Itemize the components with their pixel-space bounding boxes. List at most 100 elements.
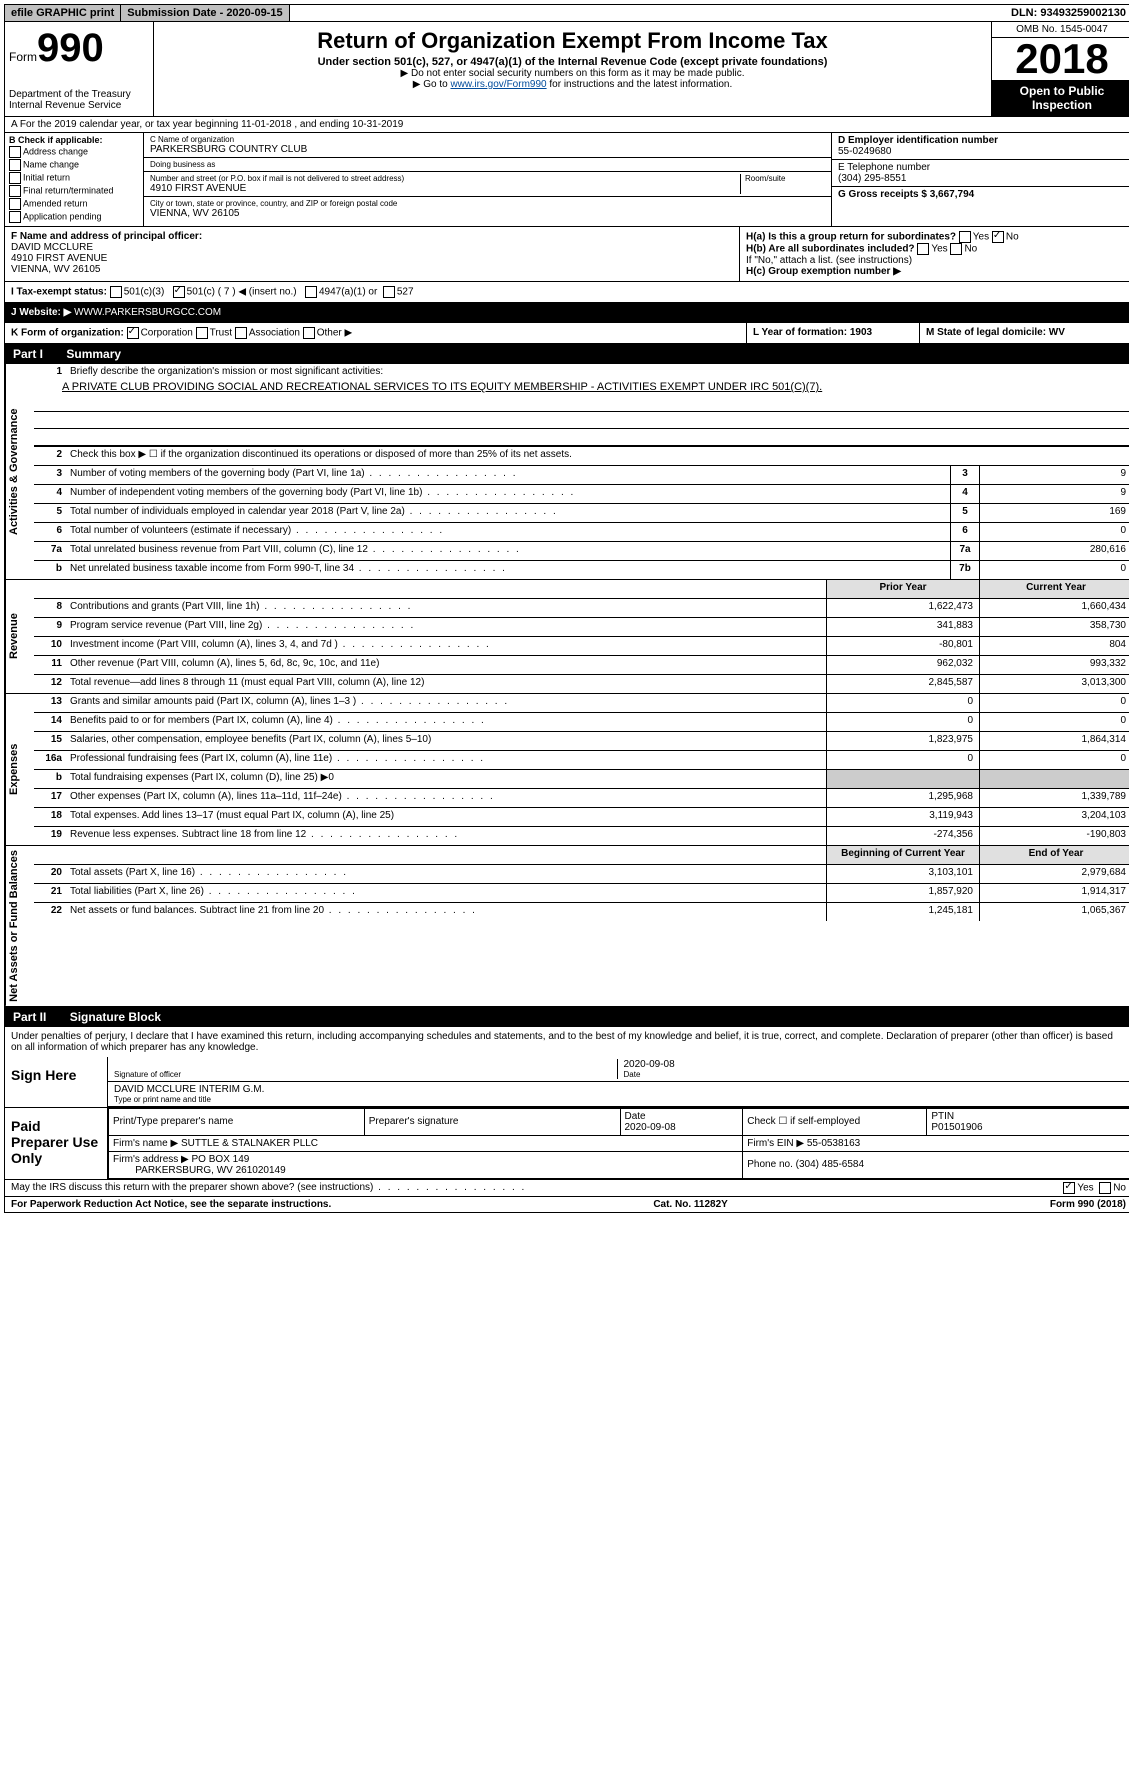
ha-yes[interactable] [959, 231, 971, 243]
check-501c3[interactable] [110, 286, 122, 298]
val-19-prior: -274,356 [826, 827, 979, 845]
check-b-label: B Check if applicable: [9, 135, 103, 145]
val-17-prior: 1,295,968 [826, 789, 979, 807]
check-final-return[interactable]: Final return/terminated [9, 185, 139, 197]
line-7a: Total unrelated business revenue from Pa… [66, 542, 950, 560]
check-4947[interactable] [305, 286, 317, 298]
form-subtitle: Under section 501(c), 527, or 4947(a)(1)… [158, 56, 987, 68]
hc-label: H(c) Group exemption number ▶ [746, 266, 901, 277]
line-13: Grants and similar amounts paid (Part IX… [66, 694, 826, 712]
ptin-value: P01501906 [931, 1122, 982, 1133]
val-5: 169 [979, 504, 1129, 522]
val-7a: 280,616 [979, 542, 1129, 560]
ptin-header: PTIN [931, 1111, 1127, 1122]
line-11: Other revenue (Part VIII, column (A), li… [66, 656, 826, 674]
form-note-link: ▶ Go to www.irs.gov/Form990 for instruct… [158, 79, 987, 90]
ein-value: 55-0249680 [838, 146, 891, 157]
j-label: J Website: ▶ [11, 307, 71, 318]
current-year-header: Current Year [979, 580, 1129, 598]
val-17-curr: 1,339,789 [979, 789, 1129, 807]
hb-yes[interactable] [917, 243, 929, 255]
section-klm: K Form of organization: Corporation Trus… [4, 323, 1129, 344]
org-name: PARKERSBURG COUNTRY CLUB [150, 144, 825, 155]
form-number: 990 [37, 26, 104, 70]
val-16b-curr [979, 770, 1129, 788]
line-14: Benefits paid to or for members (Part IX… [66, 713, 826, 731]
paid-preparer-table: Print/Type preparer's name Preparer's si… [108, 1108, 1129, 1179]
ha-no[interactable] [992, 231, 1004, 243]
line-1-label: Briefly describe the organization's miss… [66, 364, 1129, 379]
firm-addr-label: Firm's address ▶ [113, 1154, 189, 1165]
val-4: 9 [979, 485, 1129, 503]
g-label: G Gross receipts $ 3,667,794 [838, 189, 974, 200]
city-label: City or town, state or province, country… [150, 199, 825, 208]
line-22: Net assets or fund balances. Subtract li… [66, 903, 826, 921]
val-12-curr: 3,013,300 [979, 675, 1129, 693]
end-year-header: End of Year [979, 846, 1129, 864]
check-corporation[interactable] [127, 327, 139, 339]
firm-name-label: Firm's name ▶ [113, 1138, 178, 1149]
section-h: H(a) Is this a group return for subordin… [740, 227, 1129, 281]
check-address-change[interactable]: Address change [9, 146, 139, 158]
section-i: I Tax-exempt status: 501(c)(3) 501(c) ( … [4, 282, 1129, 303]
entity-mid: C Name of organization PARKERSBURG COUNT… [144, 133, 831, 226]
principal-officer: F Name and address of principal officer:… [5, 227, 740, 281]
part-ii-label: Part II [13, 1010, 46, 1024]
dba-cell: Doing business as [144, 158, 831, 172]
e-label: E Telephone number [838, 162, 930, 173]
check-application-pending[interactable]: Application pending [9, 211, 139, 223]
form-footer-label: Form 990 (2018) [1050, 1199, 1126, 1210]
check-trust[interactable] [196, 327, 208, 339]
check-501c[interactable] [173, 286, 185, 298]
check-other[interactable] [303, 327, 315, 339]
check-name-change[interactable]: Name change [9, 159, 139, 171]
addr-label: Number and street (or P.O. box if mail i… [150, 174, 740, 183]
val-11-curr: 993,332 [979, 656, 1129, 674]
val-8-prior: 1,622,473 [826, 599, 979, 617]
line-18: Total expenses. Add lines 13–17 (must eq… [66, 808, 826, 826]
check-amended[interactable]: Amended return [9, 198, 139, 210]
discuss-yes[interactable] [1063, 1182, 1075, 1194]
expenses-section: Expenses 13Grants and similar amounts pa… [4, 694, 1129, 846]
line-21: Total liabilities (Part X, line 26) [66, 884, 826, 902]
form-header: Form990 Department of the Treasury Inter… [4, 22, 1129, 117]
note2-pre: ▶ Go to [413, 79, 451, 90]
val-11-prior: 962,032 [826, 656, 979, 674]
website-url: WWW.PARKERSBURGCC.COM [74, 307, 221, 318]
firm-city: PARKERSBURG, WV 261020149 [135, 1165, 285, 1176]
paid-preparer-label: Paid Preparer Use Only [5, 1108, 108, 1179]
dept-treasury: Department of the Treasury Internal Reve… [9, 89, 149, 111]
m-label: M State of legal domicile: WV [926, 327, 1065, 338]
f-label: F Name and address of principal officer: [11, 231, 202, 242]
officer-name: DAVID MCCLURE [11, 242, 93, 253]
line-16b: Total fundraising expenses (Part IX, col… [66, 770, 826, 788]
section-m: M State of legal domicile: WV [920, 323, 1129, 343]
val-8-curr: 1,660,434 [979, 599, 1129, 617]
check-association[interactable] [235, 327, 247, 339]
submission-date-button[interactable]: Submission Date - 2020-09-15 [121, 5, 289, 21]
l-label: L Year of formation: 1903 [753, 327, 872, 338]
val-14-prior: 0 [826, 713, 979, 731]
val-9-prior: 341,883 [826, 618, 979, 636]
entity-right: D Employer identification number 55-0249… [831, 133, 1129, 226]
line-10: Investment income (Part VIII, column (A)… [66, 637, 826, 655]
val-14-curr: 0 [979, 713, 1129, 731]
form-note-ssn: ▶ Do not enter social security numbers o… [158, 68, 987, 79]
row-a-tax-year: A For the 2019 calendar year, or tax yea… [4, 117, 1129, 133]
top-bar: efile GRAPHIC print Submission Date - 20… [4, 4, 1129, 22]
efile-print-button[interactable]: efile GRAPHIC print [5, 5, 121, 21]
check-b-column: B Check if applicable: Address change Na… [5, 133, 144, 226]
line-2: Check this box ▶ ☐ if the organization d… [66, 447, 1129, 465]
check-self-employed[interactable]: Check ☐ if self-employed [747, 1116, 860, 1127]
check-527[interactable] [383, 286, 395, 298]
val-21-prior: 1,857,920 [826, 884, 979, 902]
check-initial-return[interactable]: Initial return [9, 172, 139, 184]
val-15-prior: 1,823,975 [826, 732, 979, 750]
prep-sig-header: Preparer's signature [369, 1116, 616, 1127]
irs-link[interactable]: www.irs.gov/Form990 [450, 79, 546, 90]
discuss-row: May the IRS discuss this return with the… [4, 1180, 1129, 1197]
hb-no[interactable] [950, 243, 962, 255]
discuss-no[interactable] [1099, 1182, 1111, 1194]
firm-phone-label: Phone no. [747, 1159, 793, 1170]
revenue-section: Revenue Prior YearCurrent Year 8Contribu… [4, 580, 1129, 694]
